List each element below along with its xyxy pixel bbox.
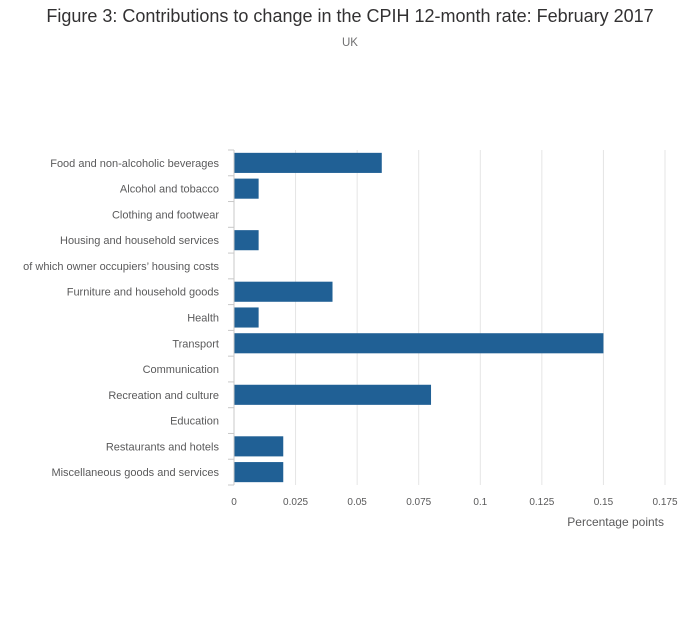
category-label: Clothing and footwear [112,209,219,221]
bar [234,462,284,483]
x-tick-label: 0.125 [529,497,554,508]
gridlines [295,150,666,485]
category-label: Education [170,416,219,428]
category-label: Alcohol and tobacco [120,184,219,196]
category-label: Transport [172,338,219,350]
x-tick-label: 0.175 [652,497,677,508]
bars [234,152,604,483]
bar [234,230,259,251]
category-label: Restaurants and hotels [106,441,220,453]
category-label: Food and non-alcoholic beverages [50,158,219,170]
bar [234,178,259,199]
x-tick-label: 0.15 [594,497,614,508]
category-label: Communication [143,364,219,376]
x-tick-label: 0.1 [473,497,487,508]
x-tick-label: 0.075 [406,497,431,508]
category-label: Recreation and culture [108,390,219,402]
bar [234,436,284,457]
x-tick-label: 0.05 [347,497,367,508]
chart-subtitle: UK [342,37,358,49]
category-label: Miscellaneous goods and services [51,467,219,479]
bar [234,281,333,302]
bar [234,384,432,405]
category-label: Health [187,313,219,325]
bar [234,307,259,328]
chart-title: Figure 3: Contributions to change in the… [46,6,654,26]
category-label: Housing and household services [60,235,219,247]
category-label: Furniture and household goods [67,287,220,299]
x-tick-label: 0 [231,497,237,508]
bar [234,333,604,354]
bar [234,152,382,173]
category-labels: Food and non-alcoholic beverages Alcohol … [23,158,219,479]
x-axis-title: Percentage points [567,515,664,529]
category-label: of which owner occupiers’ housing costs [23,261,219,273]
x-tick-label: 0.025 [283,497,308,508]
axes [228,149,235,486]
x-tick-labels: 0 0.025 0.05 0.075 0.1 0.125 0.15 0.175 [231,497,678,508]
